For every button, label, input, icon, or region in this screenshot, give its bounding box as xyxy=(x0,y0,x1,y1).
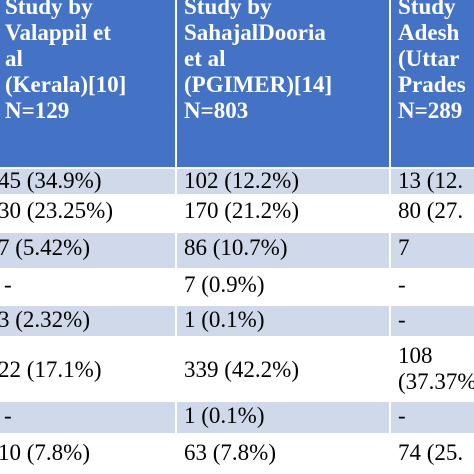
column-divider xyxy=(175,0,177,474)
table-cell: 7 xyxy=(390,232,474,269)
table-cell: 170 (21.2%) xyxy=(176,195,390,232)
table-cell: - xyxy=(390,269,474,305)
table-cell: 74 (25. xyxy=(390,434,474,474)
table-cell: - xyxy=(0,401,176,434)
table-cell: 108 (37.37% xyxy=(390,337,474,401)
header-line: N=803 xyxy=(184,98,249,123)
header-line: Prades xyxy=(398,72,466,97)
table-cell: 10 (7.8%) xyxy=(0,434,176,474)
row-divider xyxy=(0,336,474,338)
column-divider xyxy=(389,0,391,474)
table-cell: 13 (12. xyxy=(390,168,474,195)
header-line: SahajalDooria xyxy=(184,20,326,45)
row-divider xyxy=(0,231,474,233)
header-line: Study by xyxy=(5,0,93,19)
header-line: (PGIMER)[14] xyxy=(184,72,333,97)
table-cell: 1 (0.1%) xyxy=(176,305,390,337)
row-divider xyxy=(0,194,474,196)
row-divider xyxy=(0,400,474,402)
table-cell: 80 (27. xyxy=(390,195,474,232)
header-line: Valappil et xyxy=(5,20,111,45)
table-cell: - xyxy=(390,401,474,434)
header-line: Study by xyxy=(184,0,272,19)
column-header-sahajaldooria: Study by SahajalDooria et al (PGIMER)[14… xyxy=(176,0,390,168)
table-cell: 3 (2.32%) xyxy=(0,305,176,337)
column-header-adesh: Study Adesh (Uttar Prades N=289 xyxy=(390,0,474,168)
row-divider xyxy=(0,268,474,270)
header-line: et al xyxy=(184,46,226,71)
table-cell: 7 (0.9%) xyxy=(176,269,390,305)
table-cell: 7 (5.42%) xyxy=(0,232,176,269)
header-line: (Kerala)[10] xyxy=(5,72,127,97)
table-cell: 45 (34.9%) xyxy=(0,168,176,195)
table-cell: 86 (10.7%) xyxy=(176,232,390,269)
table-cell: - xyxy=(0,269,176,305)
table-cell: 339 (42.2%) xyxy=(176,337,390,401)
table-cell: 22 (17.1%) xyxy=(0,337,176,401)
table-cell: 102 (12.2%) xyxy=(176,168,390,195)
table-cell: 63 (7.8%) xyxy=(176,434,390,474)
header-line: N=129 xyxy=(5,98,70,123)
column-header-valappil: Study by Valappil et al (Kerala)[10] N=1… xyxy=(0,0,176,168)
row-divider xyxy=(0,304,474,306)
header-line: al xyxy=(5,46,23,71)
header-line: (Uttar xyxy=(398,46,460,71)
table-cell: - xyxy=(390,305,474,337)
table-cell: 30 (23.25%) xyxy=(0,195,176,232)
header-line: N=289 xyxy=(398,98,463,123)
header-line: Study xyxy=(398,0,456,19)
table-cell: 1 (0.1%) xyxy=(176,401,390,434)
row-divider xyxy=(0,167,474,169)
header-line: Adesh xyxy=(398,20,460,45)
row-divider xyxy=(0,433,474,435)
